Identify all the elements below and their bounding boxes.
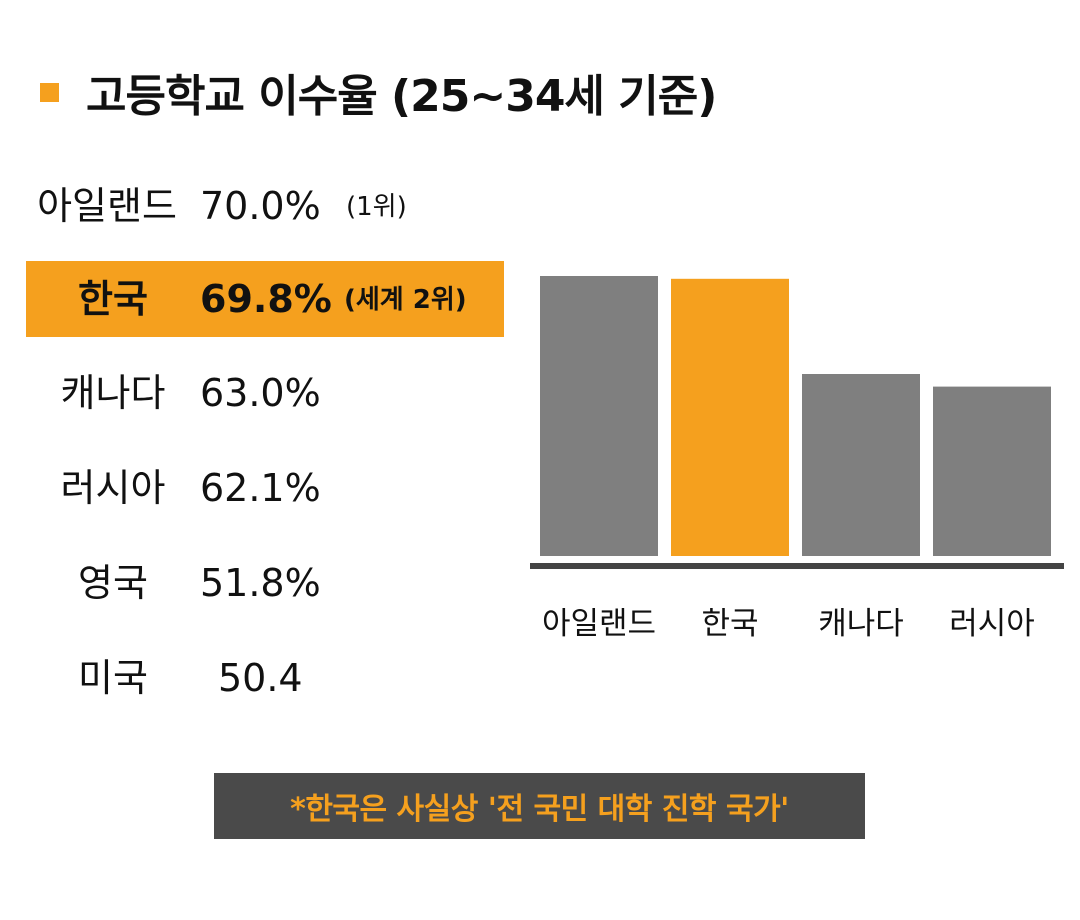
ranking-country: 미국 [78,656,148,700]
footer-text: *한국은 사실상 '전 국민 대학 진학 국가' [290,792,789,827]
ranking-note: (1위) [346,192,407,222]
ranking-percent: 70.0% [200,184,321,228]
ranking-row: 캐나다 63.0% [26,355,504,431]
x-tick-label: 캐나다 [818,606,904,642]
ranking-row: 러시아 62.1% [26,450,504,526]
x-tick-label: 러시아 [949,606,1035,642]
ranking-percent: 50.4 [218,656,303,700]
ranking-percent: 63.0% [200,371,321,415]
page-title: 고등학교 이수율 (25~34세 기준) [86,71,717,122]
title-row: 고등학교 이수율 (25~34세 기준) [40,62,717,122]
ranking-country: 캐나다 [60,371,166,415]
ranking-country: 러시아 [60,466,166,510]
ranking-country: 한국 [78,277,148,321]
bar-1 [671,278,789,556]
ranking-percent: 62.1% [200,466,321,510]
bar-0 [540,276,658,556]
x-tick-label: 한국 [701,606,758,642]
ranking-note: (세계 2위) [344,285,467,315]
ranking-row: 한국 69.8% (세계 2위) [26,261,504,337]
x-axis-line [530,563,1064,569]
ranking-row: 미국 50.4 [26,640,504,716]
ranking-percent: 51.8% [200,561,321,605]
footer-banner: *한국은 사실상 '전 국민 대학 진학 국가' [214,773,865,839]
x-tick-label: 아일랜드 [542,606,656,642]
ranking-country: 아일랜드 [37,184,177,228]
bar-3 [933,386,1051,556]
ranking-country: 영국 [78,561,148,605]
bar-2 [802,374,920,556]
ranking-percent: 69.8% [200,277,332,321]
ranking-row: 아일랜드 70.0% (1위) [26,168,504,244]
ranking-row: 영국 51.8% [26,545,504,621]
title-marker [40,82,59,102]
